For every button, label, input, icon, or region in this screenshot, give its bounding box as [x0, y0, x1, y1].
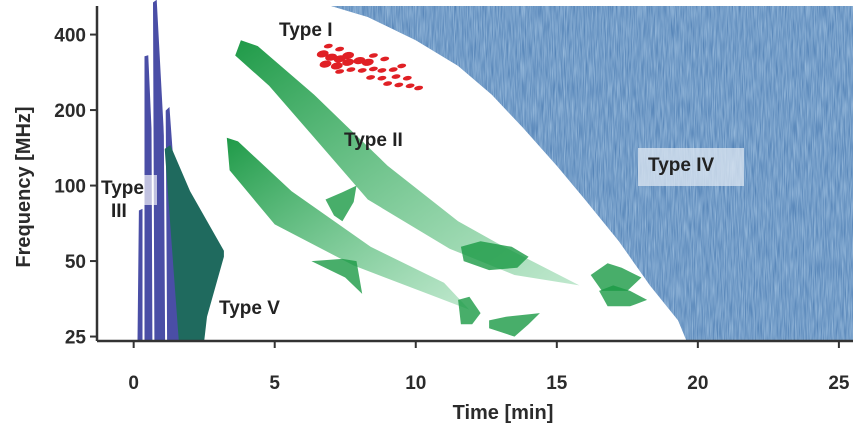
x-axis-ticks: 0 5 10 15 20 25 [128, 341, 850, 394]
type1-storm-20 [383, 81, 393, 86]
type1-storm-18 [391, 74, 401, 79]
type2-label: Type II [344, 130, 403, 151]
type2-fragment-1 [460, 241, 529, 271]
y-tick-label-400: 400 [54, 26, 86, 47]
type5-label: Type V [219, 298, 280, 319]
type1-storm-12 [357, 68, 367, 73]
type1-storm-13 [368, 66, 378, 72]
x-axis-title: Time [min] [453, 402, 554, 424]
type2-fragment-5 [489, 313, 540, 337]
type1-storm-16 [366, 75, 376, 80]
type2-bursts [226, 40, 648, 337]
y-axis-ticks: 25 50 100 200 400 [54, 26, 97, 349]
type1-storm-6 [330, 62, 343, 70]
type1-label: Type I [279, 20, 333, 41]
type1-storm-1 [316, 50, 329, 58]
type1-storm-11 [346, 67, 356, 72]
type4-continuum [328, 6, 853, 341]
type1-storm-21 [394, 82, 404, 88]
type1-storm-28 [397, 63, 407, 69]
type2-fragment-3 [311, 258, 363, 294]
type1-storm-23 [414, 85, 424, 91]
type1-storm-9 [361, 58, 374, 66]
y-tick-label-200: 200 [54, 101, 86, 122]
type1-bursts [316, 43, 424, 91]
type2-fragment-7 [599, 285, 648, 307]
x-tick-label-5: 5 [269, 373, 280, 394]
x-tick-label-15: 15 [546, 373, 568, 394]
type5-wedge [164, 145, 224, 341]
y-tick-label-50: 50 [65, 252, 86, 273]
type2-fragment-4 [458, 296, 481, 325]
x-tick-label-20: 20 [687, 373, 708, 394]
type1-storm-19 [402, 75, 412, 81]
x-tick-label-25: 25 [828, 373, 850, 394]
type2-lane-2 [226, 137, 470, 310]
type1-storm-15 [388, 67, 398, 72]
x-tick-label-10: 10 [405, 373, 426, 394]
type4-label: Type IV [648, 155, 714, 176]
type1-storm-4 [342, 51, 355, 60]
type2-lane-1 [235, 40, 580, 286]
y-tick-label-25: 25 [65, 328, 87, 349]
type1-storm-5 [319, 60, 332, 68]
type1-storm-26 [368, 53, 378, 58]
type1-storm-17 [377, 75, 387, 81]
type1-storm-22 [405, 83, 415, 89]
type2-fragment-2 [325, 185, 357, 222]
type1-storm-27 [380, 56, 390, 62]
type3-label-line2: III [111, 201, 127, 222]
type1-storm-24 [323, 43, 333, 49]
y-tick-label-100: 100 [54, 177, 86, 198]
type4-label-backdrop [638, 148, 744, 186]
type3-label-line1: Type [101, 178, 144, 199]
x-tick-label-0: 0 [128, 373, 139, 394]
type5-burst [164, 145, 224, 341]
type1-storm-10 [335, 69, 345, 74]
y-axis-title: Frequency [MHz] [13, 106, 35, 267]
type3-label-backdrop [97, 175, 157, 205]
type1-storm-14 [377, 68, 387, 73]
type1-storm-25 [335, 46, 345, 52]
type1-storm-7 [342, 58, 355, 66]
type2-fragment-6 [590, 263, 642, 291]
